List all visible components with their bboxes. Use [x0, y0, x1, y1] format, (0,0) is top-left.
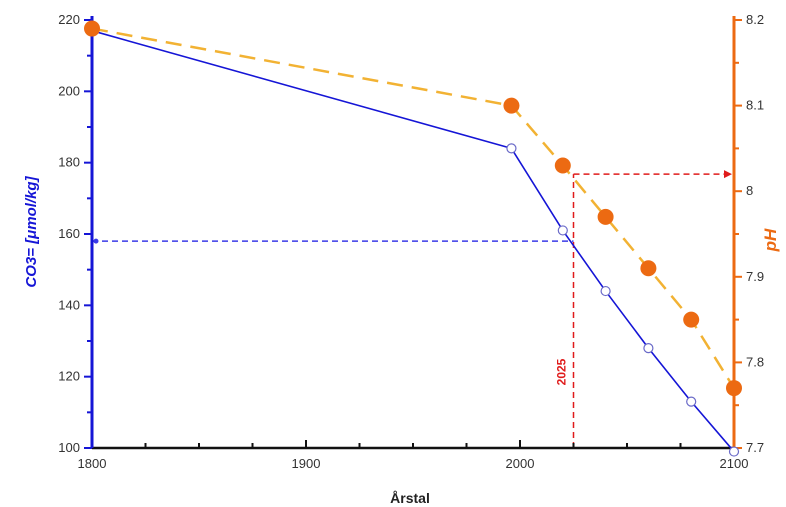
co3-point: [600, 285, 611, 297]
right-tick-label: 8.2: [746, 12, 764, 27]
x-tick-label: 2000: [506, 456, 535, 471]
ph-series: [84, 20, 742, 397]
axes: 1800 1900 2000 2100 100 120 140 160 180 200 220 7.7…: [58, 12, 764, 471]
left-tick-label: 220: [58, 12, 80, 27]
left-axis-label: CO3= [μmol/kg]: [23, 175, 40, 287]
co3-point: [686, 396, 697, 407]
left-tick-label: 100: [58, 440, 80, 455]
left-tick-label: 160: [58, 226, 80, 241]
year-annotation: 2025: [555, 358, 569, 385]
ph-point: [554, 157, 571, 174]
right-tick-label: 7.7: [746, 440, 764, 455]
ph-point: [640, 260, 657, 277]
left-tick-label: 140: [58, 297, 80, 312]
x-tick-label: 2100: [720, 456, 749, 471]
right-tick-label: 7.9: [746, 269, 764, 284]
right-tick-label: 8: [746, 183, 753, 198]
left-tick-label: 200: [58, 83, 80, 98]
right-tick-label: 8.1: [746, 98, 764, 113]
ph-point: [84, 20, 100, 37]
x-tick-label: 1800: [78, 456, 107, 471]
ph-point: [597, 208, 614, 225]
axis-labels: CO3= [μmol/kg] pH Årstal 2025: [23, 175, 780, 506]
co3-guide-dot: [93, 238, 99, 244]
left-tick-label: 120: [58, 369, 80, 384]
x-tick-label: 1900: [292, 456, 321, 471]
right-tick-label: 7.8: [746, 354, 764, 369]
guide-lines: [92, 170, 732, 448]
ph-point: [503, 97, 520, 114]
ph-point: [726, 380, 742, 397]
right-axis-label: pH: [761, 228, 780, 252]
x-axis-label: Årstal: [390, 490, 430, 506]
co3-point: [728, 446, 740, 457]
ph-point: [683, 311, 700, 328]
co3-point: [557, 225, 568, 236]
co3-point: [643, 343, 654, 354]
left-tick-label: 180: [58, 155, 80, 170]
co3-point: [506, 143, 517, 154]
ph-guide-arrow: [724, 170, 732, 179]
